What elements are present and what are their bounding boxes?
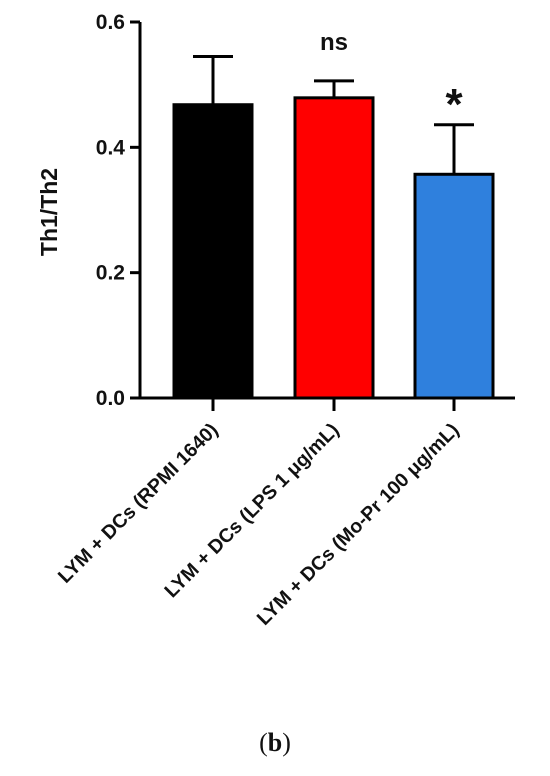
y-tick-label: 0.0 xyxy=(96,387,125,410)
bar xyxy=(172,103,254,400)
bar xyxy=(293,96,375,400)
significance-ns: ns xyxy=(320,29,348,56)
panel-label: (b) xyxy=(259,728,291,757)
y-axis-label: Th1/Th2 xyxy=(36,168,62,256)
panel-letter: b xyxy=(267,728,283,757)
y-tick-label: 0.2 xyxy=(96,262,125,285)
x-tick-label: LYM + DCs (Mo-Pr 100 μg/mL) xyxy=(253,419,464,630)
y-tick-label: 0.6 xyxy=(96,11,125,34)
y-tick-label: 0.4 xyxy=(96,136,126,159)
significance-star: * xyxy=(445,80,463,129)
bar xyxy=(413,172,495,400)
